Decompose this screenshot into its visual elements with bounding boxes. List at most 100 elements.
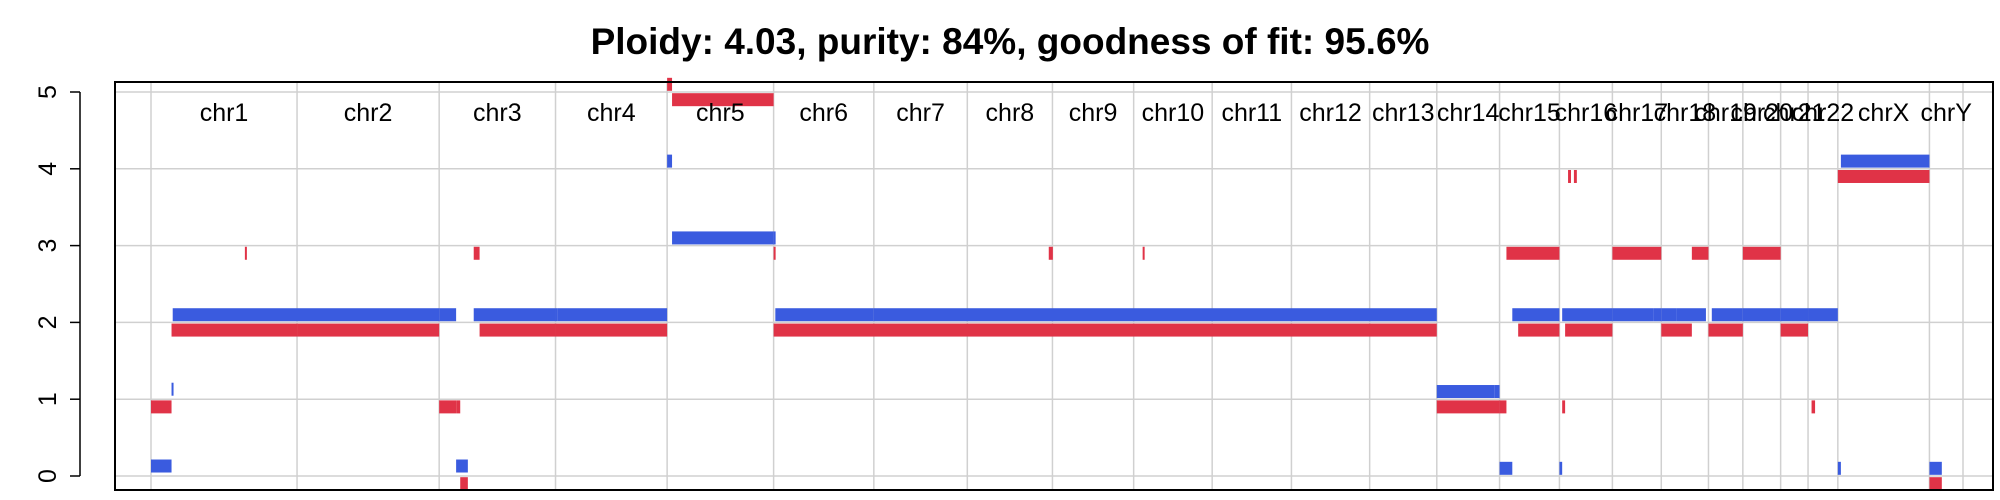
grid-lines	[115, 82, 1993, 490]
y-tick-label: 2	[34, 315, 62, 329]
major-segment	[151, 459, 172, 473]
minor-segment	[773, 246, 776, 260]
major-segment	[773, 231, 776, 245]
minor-segment	[1048, 246, 1053, 260]
chrom-label: chr2	[344, 99, 393, 127]
chrom-label: chr21	[1763, 99, 1826, 127]
major-segment	[775, 308, 874, 322]
y-tick-label: 4	[34, 162, 62, 176]
chart-title: Ploidy: 4.03, purity: 84%, goodness of f…	[591, 21, 1430, 62]
major-segment	[1559, 461, 1563, 475]
major-segment	[557, 308, 668, 322]
minor-segment	[1573, 169, 1577, 183]
minor-segment	[1929, 477, 1942, 491]
minor-segment	[1661, 323, 1692, 337]
minor-segment	[1612, 246, 1662, 260]
y-tick-label: 1	[34, 392, 62, 406]
chrom-label: chr13	[1372, 99, 1435, 127]
chrom-label: chr20	[1730, 99, 1793, 127]
chrom-label: chr9	[1069, 99, 1118, 127]
minor-segment	[244, 246, 247, 260]
major-segment	[1494, 385, 1500, 399]
minor-segment	[1811, 400, 1816, 414]
major-segment	[667, 154, 673, 168]
chrom-label: chr6	[799, 99, 848, 127]
major-segment	[672, 231, 774, 245]
chrom-label: chr18	[1654, 99, 1717, 127]
chrom-label: chr19	[1694, 99, 1757, 127]
major-segment	[171, 382, 174, 396]
minor-segment	[1565, 323, 1613, 337]
minor-segment	[479, 323, 556, 337]
chrom-label: chr16	[1555, 99, 1618, 127]
major-segment	[1676, 308, 1706, 322]
major-segment	[1653, 308, 1662, 322]
major-segment	[1512, 308, 1560, 322]
y-tick-label: 0	[34, 469, 62, 483]
major-segment	[473, 308, 556, 322]
major-segment	[1837, 461, 1841, 475]
minor-segment	[1562, 400, 1566, 414]
minor-segment	[773, 323, 1437, 337]
major-segment	[1742, 308, 1781, 322]
major-segment	[1661, 308, 1677, 322]
chrom-label: chr1	[200, 99, 249, 127]
minor-segment	[1506, 246, 1560, 260]
chrom-label: chr3	[473, 99, 522, 127]
minor-segment	[672, 93, 774, 107]
major-segment	[439, 308, 457, 322]
minor-segment	[555, 323, 668, 337]
minor-segment	[473, 246, 480, 260]
chrom-label: chr14	[1437, 99, 1500, 127]
minor-segment	[1142, 246, 1145, 260]
minor-segment	[1518, 323, 1560, 337]
minor-segment	[151, 400, 172, 414]
chromosome-labels: chr1 chr2 chr3 chr4 chr5 chr6 chr7 chr8 chr9 chr1…	[200, 99, 1973, 127]
major-segment	[172, 308, 440, 322]
minor-segment	[667, 77, 673, 91]
chrom-label: chr10	[1142, 99, 1205, 127]
minor-segment	[171, 323, 298, 337]
y-tick-label: 5	[34, 85, 62, 99]
chrom-label: chr11	[1221, 99, 1282, 127]
major-segment	[1840, 154, 1930, 168]
y-axis: 0 1 2 3 4 5	[34, 85, 81, 483]
major-segment	[1711, 308, 1743, 322]
chrom-label: chr8	[986, 99, 1035, 127]
minor-segment	[1691, 246, 1709, 260]
major-segment	[456, 459, 468, 473]
minor-segment	[1436, 400, 1500, 414]
minor-segment	[1708, 323, 1743, 337]
chrom-label: chrY	[1921, 99, 1973, 127]
major-segment	[1436, 385, 1495, 399]
major-segment	[1780, 308, 1809, 322]
y-tick-label: 3	[34, 239, 62, 253]
minor-segment	[1499, 400, 1507, 414]
major-segment	[1612, 308, 1654, 322]
segments	[151, 77, 1942, 491]
minor-segment	[439, 400, 457, 414]
chrom-label: chr4	[587, 99, 636, 127]
major-segment	[1808, 308, 1838, 322]
chrom-label: chr7	[896, 99, 945, 127]
minor-segment	[1780, 323, 1809, 337]
chrom-label: chr5	[696, 99, 745, 127]
major-segment	[1562, 308, 1613, 322]
major-segment	[1929, 461, 1942, 475]
major-segment	[555, 308, 558, 322]
chrom-label: chr12	[1299, 99, 1362, 127]
major-segment	[873, 308, 1437, 322]
minor-segment	[460, 477, 468, 491]
minor-segment	[297, 323, 440, 337]
chrom-label: chr17	[1606, 99, 1669, 127]
minor-segment	[1742, 246, 1781, 260]
chrom-label: chr22	[1792, 99, 1855, 127]
chrom-label: chr15	[1498, 99, 1561, 127]
chrom-label: chrX	[1858, 99, 1910, 127]
minor-segment	[1568, 169, 1571, 183]
plot-frame	[114, 81, 1994, 491]
major-segment	[1499, 461, 1513, 475]
minor-segment	[1837, 169, 1930, 183]
minor-segment	[456, 400, 461, 414]
